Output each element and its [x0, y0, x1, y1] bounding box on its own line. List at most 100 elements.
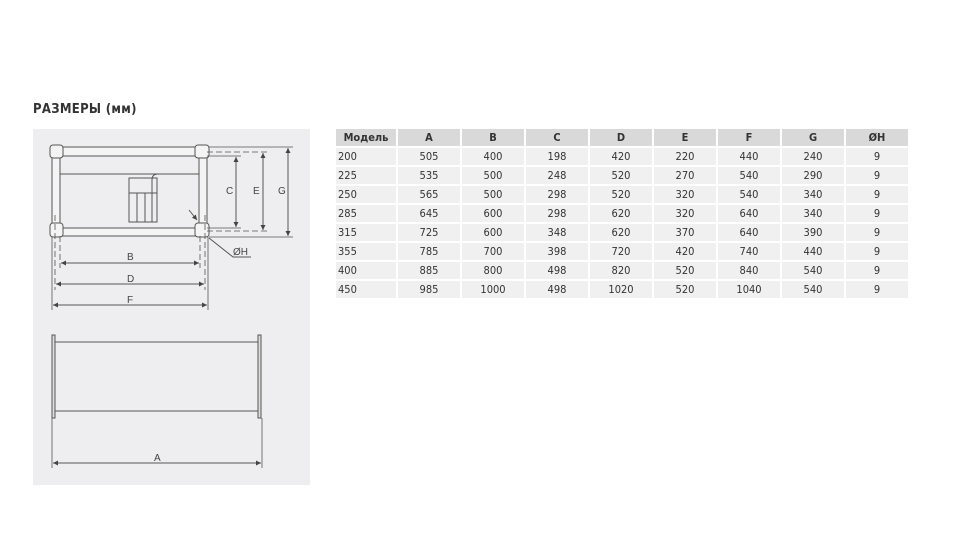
column-header: B	[462, 129, 524, 146]
table-row: 250 565 500 298 520 320 540 340 9	[336, 186, 908, 203]
table-cell: 9	[846, 281, 908, 298]
label-a: A	[154, 453, 161, 464]
table-cell: 355	[336, 243, 396, 260]
table-cell: 800	[462, 262, 524, 279]
table-cell: 505	[398, 148, 460, 165]
table-cell: 200	[336, 148, 396, 165]
table-cell: 640	[718, 205, 780, 222]
column-header: D	[590, 129, 652, 146]
table-cell: 1000	[462, 281, 524, 298]
table-cell: 498	[526, 281, 588, 298]
label-d: D	[127, 274, 134, 285]
table-cell: 398	[526, 243, 588, 260]
table-cell: 500	[462, 167, 524, 184]
column-header: F	[718, 129, 780, 146]
table-cell: 620	[590, 205, 652, 222]
label-c: C	[226, 186, 233, 197]
table-cell: 440	[782, 243, 844, 260]
table-cell: 520	[654, 262, 716, 279]
table-cell: 1040	[718, 281, 780, 298]
column-header: ØH	[846, 129, 908, 146]
table-cell: 290	[782, 167, 844, 184]
table-cell: 298	[526, 205, 588, 222]
table-cell: 9	[846, 148, 908, 165]
table-cell: 9	[846, 243, 908, 260]
table-cell: 600	[462, 205, 524, 222]
table-cell: 540	[718, 167, 780, 184]
motor-box	[128, 177, 158, 223]
table-row: 355 785 700 398 720 420 740 440 9	[336, 243, 908, 260]
table-cell: 198	[526, 148, 588, 165]
table-cell: 600	[462, 224, 524, 241]
table-row: 400 885 800 498 820 520 840 540 9	[336, 262, 908, 279]
table-cell: 420	[590, 148, 652, 165]
label-b: B	[127, 252, 134, 263]
table-cell: 348	[526, 224, 588, 241]
table-cell: 420	[654, 243, 716, 260]
table-cell: 340	[782, 205, 844, 222]
table-cell: 640	[718, 224, 780, 241]
table-cell: 9	[846, 167, 908, 184]
table-cell: 620	[590, 224, 652, 241]
table-cell: 220	[654, 148, 716, 165]
table-cell: 9	[846, 186, 908, 203]
table-cell: 340	[782, 186, 844, 203]
drawing-svg: C E G B D F ØH A	[49, 144, 293, 468]
table-cell: 498	[526, 262, 588, 279]
table-cell: 450	[336, 281, 396, 298]
table-cell: 520	[654, 281, 716, 298]
table-row: 315 725 600 348 620 370 640 390 9	[336, 224, 908, 241]
column-header: E	[654, 129, 716, 146]
table-cell: 840	[718, 262, 780, 279]
table-cell: 535	[398, 167, 460, 184]
dimension-drawing: C E G B D F ØH A	[33, 129, 310, 485]
table-cell: 740	[718, 243, 780, 260]
table-row: 450 985 1000 498 1020 520 1040 540 9	[336, 281, 908, 298]
section-title: РАЗМЕРЫ (мм)	[33, 102, 137, 117]
table-cell: 440	[718, 148, 780, 165]
label-h: ØH	[233, 247, 248, 258]
table-cell: 9	[846, 205, 908, 222]
table-cell: 248	[526, 167, 588, 184]
table-cell: 820	[590, 262, 652, 279]
table-cell: 985	[398, 281, 460, 298]
table-cell: 540	[782, 262, 844, 279]
table-cell: 270	[654, 167, 716, 184]
table-cell: 250	[336, 186, 396, 203]
table-cell: 520	[590, 186, 652, 203]
table-cell: 390	[782, 224, 844, 241]
table-cell: 500	[462, 186, 524, 203]
side-view	[51, 334, 263, 468]
table-cell: 645	[398, 205, 460, 222]
dimensions-table: Модель A B C D E F G ØH 200 505 400 198 420 220 440 240…	[334, 127, 910, 300]
table-row: 225 535 500 248 520 270 540 290 9	[336, 167, 908, 184]
label-g: G	[278, 186, 286, 197]
table-cell: 370	[654, 224, 716, 241]
table-header-row: Модель A B C D E F G ØH	[336, 129, 908, 146]
table-cell: 540	[782, 281, 844, 298]
table-row: 200 505 400 198 420 220 440 240 9	[336, 148, 908, 165]
table-cell: 9	[846, 224, 908, 241]
table-cell: 565	[398, 186, 460, 203]
table-cell: 1020	[590, 281, 652, 298]
table-cell: 315	[336, 224, 396, 241]
column-header: Модель	[336, 129, 396, 146]
table-row: 285 645 600 298 620 320 640 340 9	[336, 205, 908, 222]
label-e: E	[253, 186, 260, 197]
table-cell: 225	[336, 167, 396, 184]
table-cell: 320	[654, 186, 716, 203]
table-cell: 720	[590, 243, 652, 260]
table-cell: 320	[654, 205, 716, 222]
table-cell: 240	[782, 148, 844, 165]
table-cell: 9	[846, 262, 908, 279]
table-cell: 725	[398, 224, 460, 241]
table-cell: 885	[398, 262, 460, 279]
table-cell: 400	[336, 262, 396, 279]
table-cell: 285	[336, 205, 396, 222]
table-cell: 298	[526, 186, 588, 203]
table-cell: 400	[462, 148, 524, 165]
table-cell: 520	[590, 167, 652, 184]
table-cell: 700	[462, 243, 524, 260]
top-view	[49, 144, 293, 310]
column-header: G	[782, 129, 844, 146]
